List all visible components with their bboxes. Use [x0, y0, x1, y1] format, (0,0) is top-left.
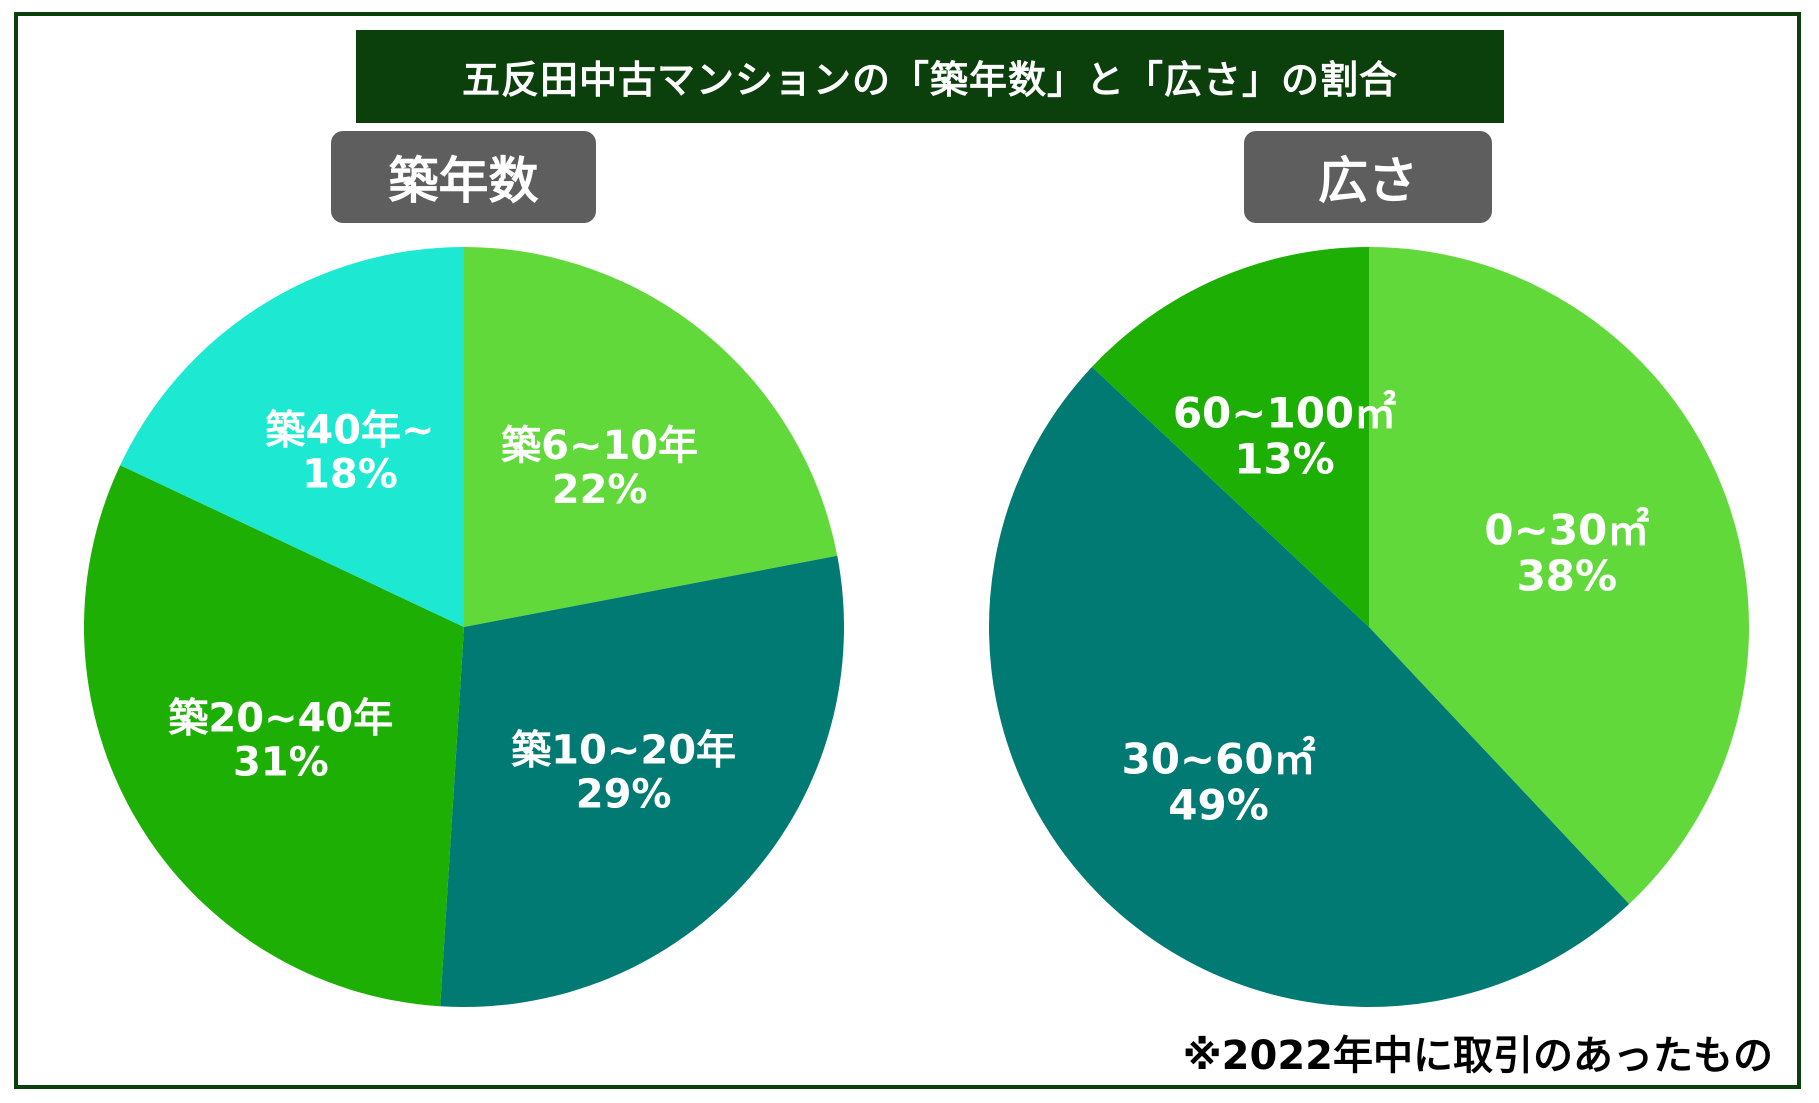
slice-value-label: 49% — [1168, 780, 1269, 829]
slice-label: 築20~40年 — [168, 695, 393, 741]
chart-title-floor-area: 広さ — [1244, 131, 1492, 223]
slice-value-label: 38% — [1517, 552, 1618, 601]
pie-slice — [1369, 247, 1749, 905]
slice-label: 築6~10年 — [501, 423, 698, 469]
pie-slice — [988, 366, 1630, 1008]
chart-title-building-age: 築年数 — [331, 131, 596, 223]
footnote: ※2022年中に取引のあったもの — [1182, 1033, 1773, 1079]
main-title: 五反田中古マンションの「築年数」と「広さ」の割合 — [356, 30, 1504, 123]
slice-value-label: 31% — [233, 739, 329, 785]
slice-label: 60~100㎡ — [1173, 389, 1396, 438]
pie-slice — [464, 247, 838, 627]
slice-value-label: 22% — [552, 467, 648, 513]
pie-slice — [83, 465, 465, 1007]
slice-value-label: 18% — [302, 451, 398, 497]
pie-slice — [120, 247, 465, 627]
slice-value-label: 13% — [1234, 435, 1335, 484]
slice-label: 0~30㎡ — [1484, 506, 1649, 555]
slice-label: 築10~20年 — [511, 728, 736, 774]
slice-label: 30~60㎡ — [1121, 734, 1315, 783]
pie-slice — [1091, 247, 1369, 627]
pie-slice — [440, 555, 845, 1008]
slice-label: 築40年~ — [265, 407, 434, 453]
slice-value-label: 29% — [576, 772, 672, 818]
